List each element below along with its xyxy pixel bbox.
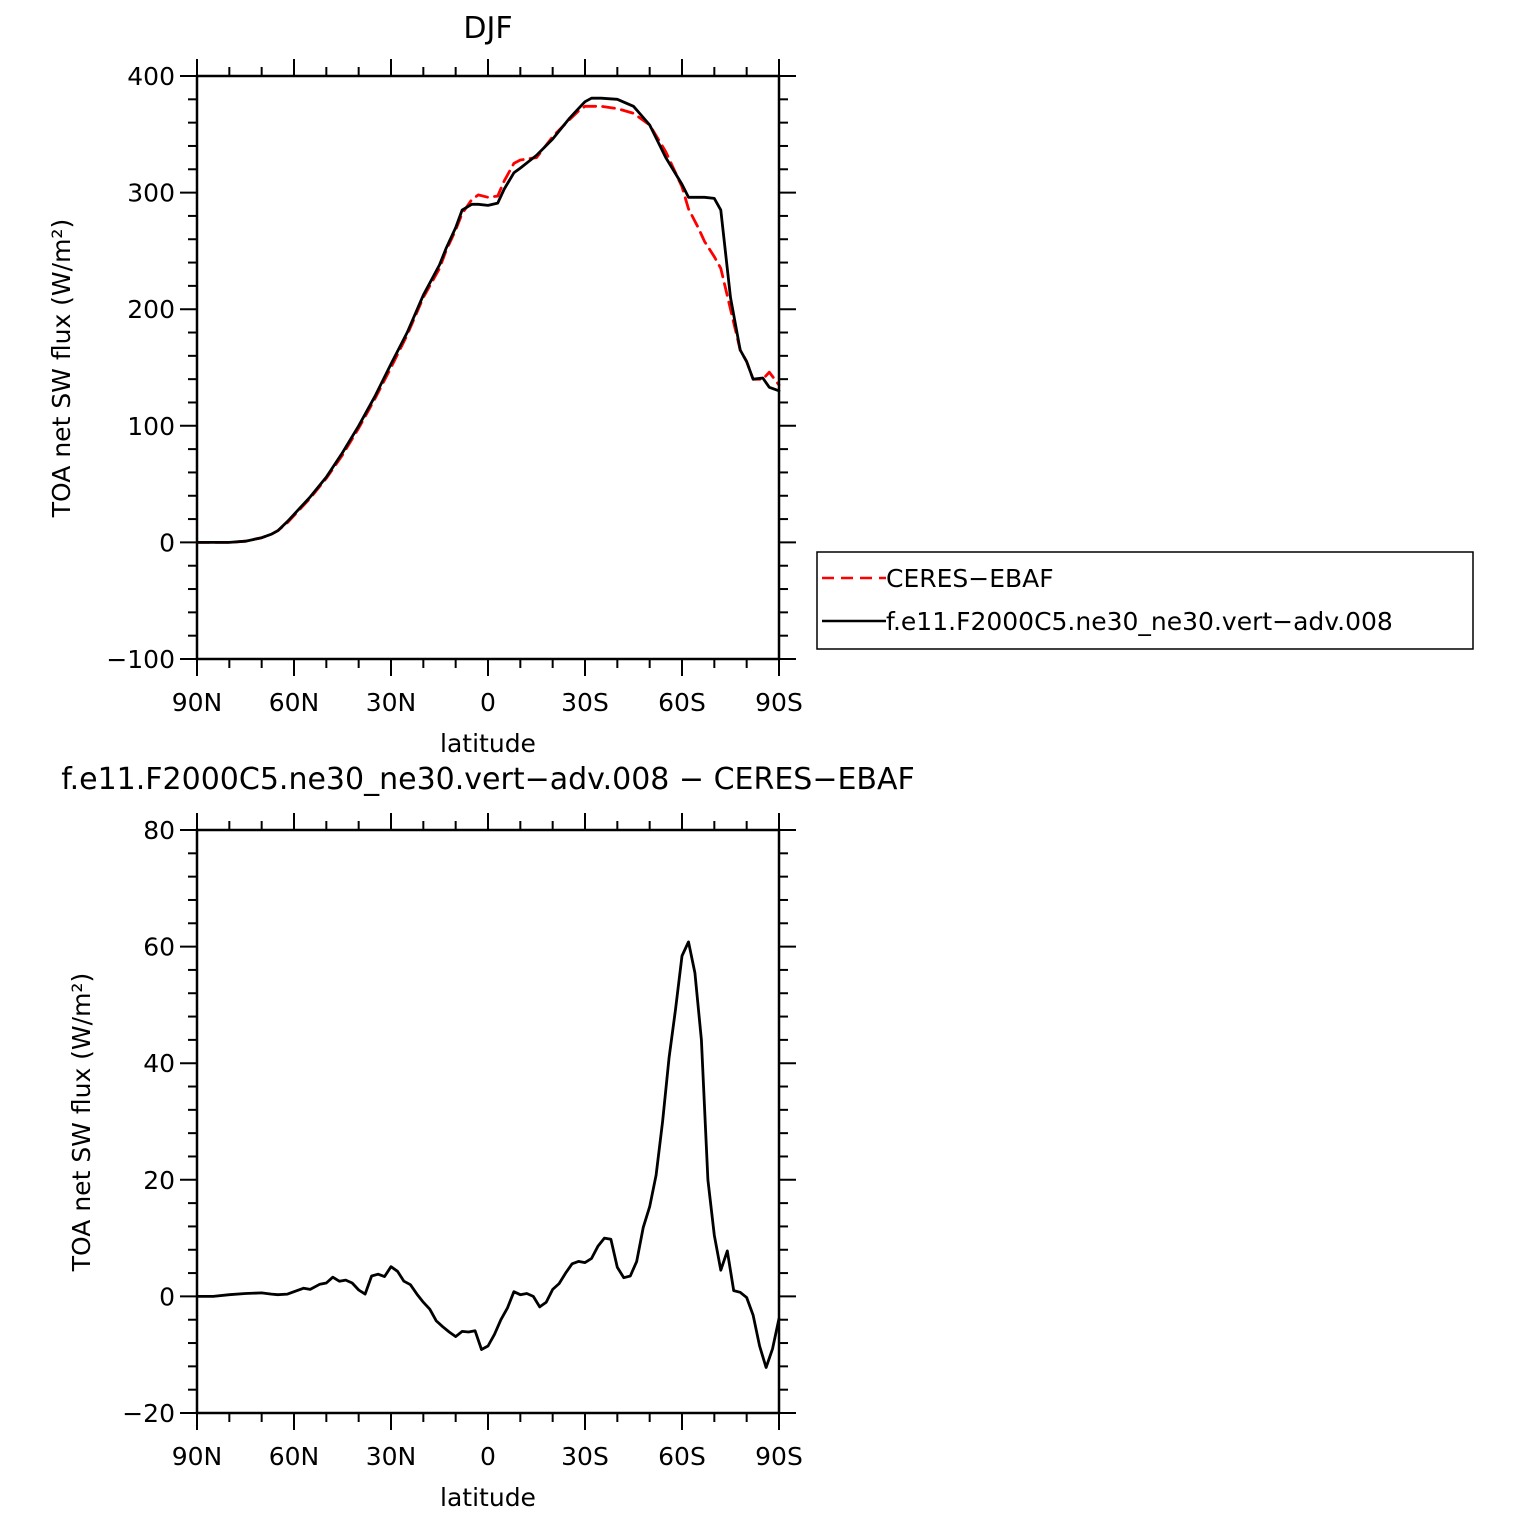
bottom-chart-ticks: −20 0 20 40 60 80 90N 60N 30N 0 30S 60S 90S (122, 813, 803, 1471)
top-chart-ticks: −100 0 100 200 300 400 90N 60N 30N 0 30S 60S 90S (106, 59, 803, 717)
y-tick-label: 20 (143, 1166, 175, 1195)
x-tick-label: 90N (172, 1442, 223, 1471)
top-chart-series-layer (195, 96, 781, 544)
y-tick-label: 100 (127, 412, 175, 441)
bottom-chart-panel: f.e11.F2000C5.ne30_ne30.vert−adv.008 − C… (61, 762, 915, 1512)
bottom-chart-y-axis-label: TOA net SW flux (W/m²) (67, 973, 96, 1272)
x-tick-label: 0 (480, 688, 496, 717)
top-chart-y-axis-label: TOA net SW flux (W/m²) (47, 219, 76, 518)
x-tick-label: 30S (561, 688, 609, 717)
legend-label-ceres-ebaf: CERES−EBAF (886, 564, 1054, 593)
x-tick-label: 60N (269, 688, 320, 717)
x-tick-label: 30S (561, 1442, 609, 1471)
y-tick-label: 400 (127, 62, 175, 91)
x-tick-label: 60N (269, 1442, 320, 1471)
y-tick-label: 0 (159, 1282, 175, 1311)
x-tick-label: 60S (658, 688, 706, 717)
x-tick-label: 0 (480, 1442, 496, 1471)
y-tick-label: 0 (159, 528, 175, 557)
y-tick-label: 40 (143, 1049, 175, 1078)
y-tick-label: 300 (127, 179, 175, 208)
legend-label-model-run: f.e11.F2000C5.ne30_ne30.vert−adv.008 (886, 607, 1393, 636)
x-tick-label: 90S (755, 688, 803, 717)
top-chart-plot-frame (195, 74, 781, 661)
y-tick-label: −20 (122, 1399, 175, 1428)
y-tick-label: 200 (127, 295, 175, 324)
bottom-chart-plot-frame (195, 828, 781, 1415)
bottom-chart-series-layer (195, 940, 781, 1369)
x-tick-label: 30N (366, 688, 417, 717)
legend-box (816, 551, 1474, 650)
top-chart-legend: CERES−EBAF f.e11.F2000C5.ne30_ne30.vert−… (816, 551, 1474, 650)
top-chart-panel: DJF TOA net SW flux (W/m²) latitude −100… (47, 11, 803, 758)
x-tick-label: 60S (658, 1442, 706, 1471)
y-tick-label: 80 (143, 816, 175, 845)
x-tick-label: 90S (755, 1442, 803, 1471)
x-tick-label: 30N (366, 1442, 417, 1471)
y-tick-label: −100 (106, 645, 175, 674)
top-chart-x-axis-label: latitude (440, 729, 536, 758)
y-tick-label: 60 (143, 933, 175, 962)
series-line-1-0 (195, 940, 781, 1369)
series-line-0-1 (195, 96, 781, 544)
top-chart-title: DJF (463, 11, 512, 46)
bottom-chart-title: f.e11.F2000C5.ne30_ne30.vert−adv.008 − C… (61, 762, 915, 797)
bottom-chart-x-axis-label: latitude (440, 1483, 536, 1512)
x-tick-label: 90N (172, 688, 223, 717)
